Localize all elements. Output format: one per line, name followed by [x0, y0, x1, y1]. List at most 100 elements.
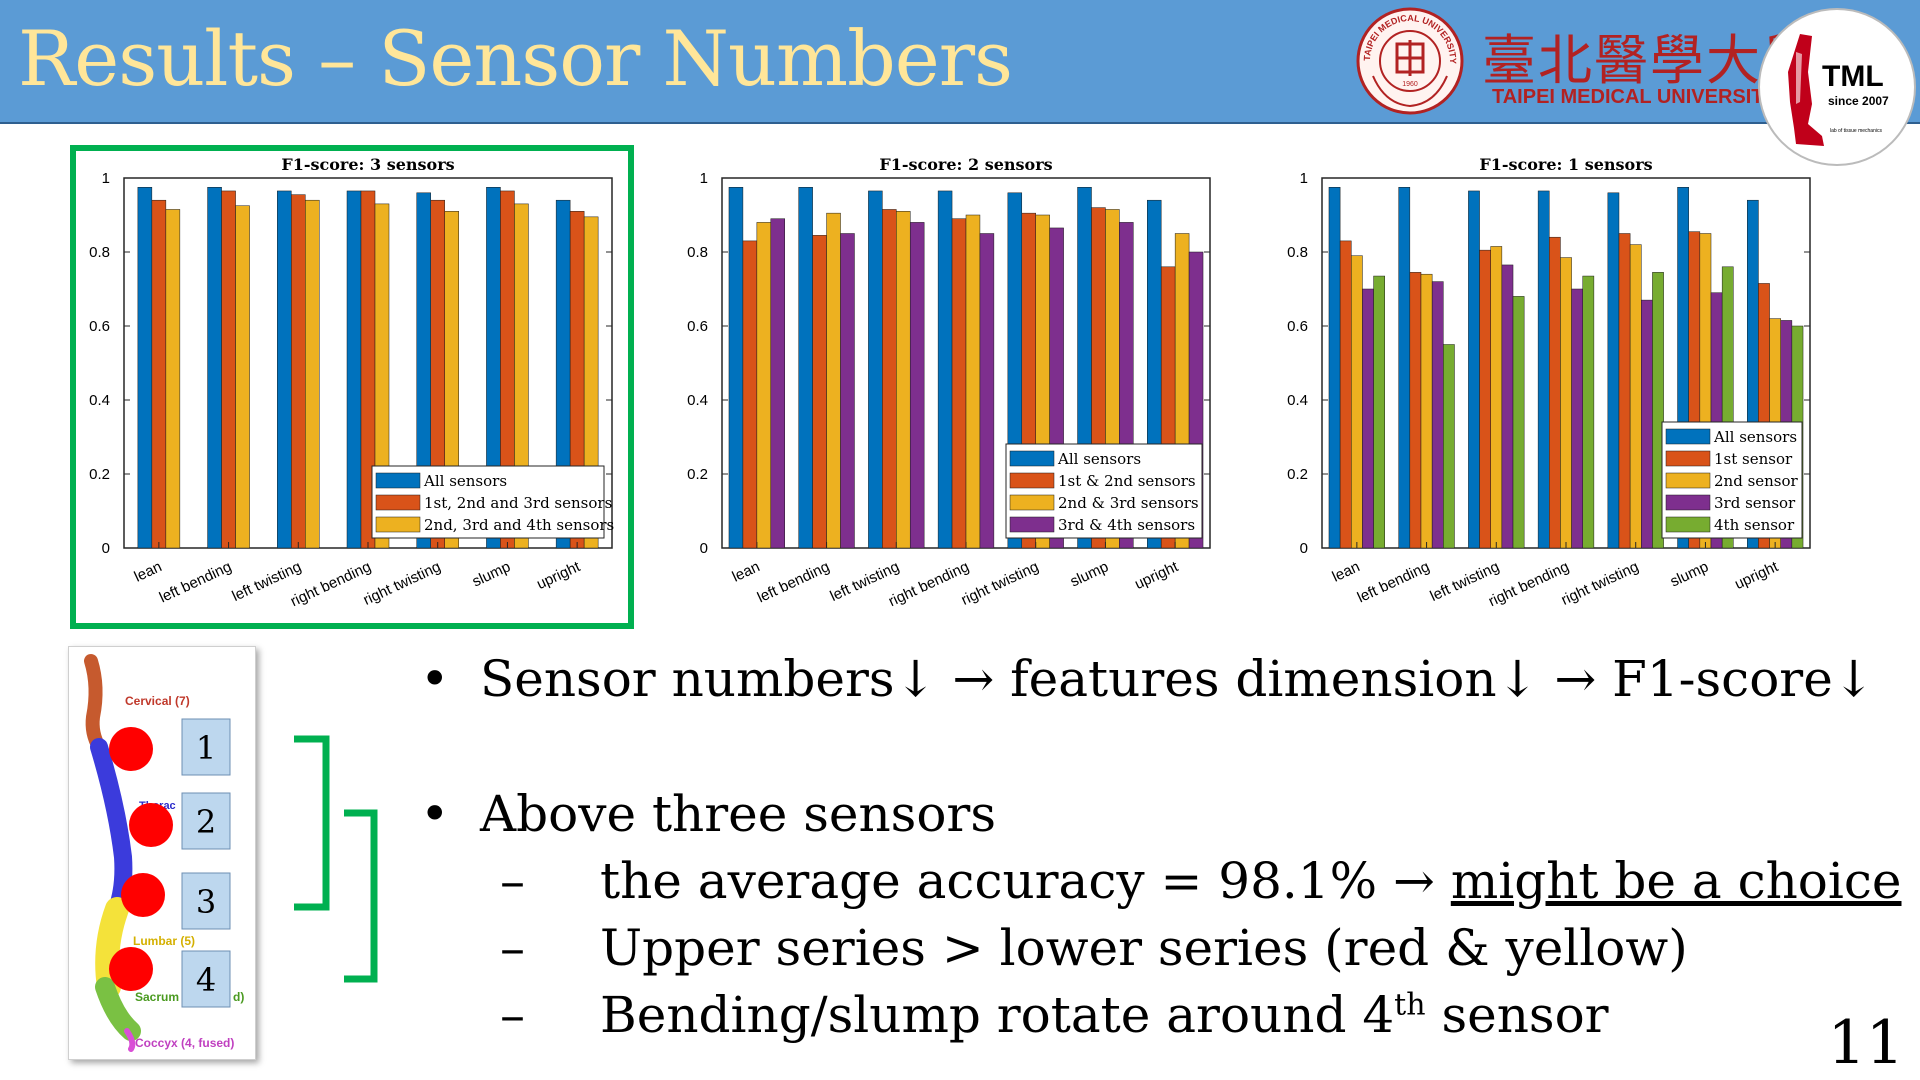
bar	[1501, 264, 1514, 549]
green-brackets	[294, 735, 378, 983]
slide-title: Results – Sensor Numbers	[18, 14, 1013, 103]
sub-bullet-upper-series: – Upper series > lower series (red & yell…	[500, 919, 1688, 977]
x-tick-label: upright	[1732, 558, 1782, 593]
legend-swatch	[1009, 516, 1055, 533]
chart-3-sensors: F1-score: 3 sensors00.20.40.60.81leanlef…	[89, 155, 614, 610]
chart-2-sensors: F1-score: 2 sensors 0 0.2 0.4 0.6 0.8 1 leanlef…	[687, 155, 1211, 610]
bar	[812, 235, 827, 549]
legend-entry: 2nd, 3rd and 4th sensors	[424, 516, 614, 534]
x-tick-label: lean	[1330, 558, 1363, 585]
y-tick-label: 0	[1300, 540, 1308, 557]
spine-label-sacrum-tail: d)	[233, 990, 244, 1004]
bar	[951, 218, 967, 549]
bar	[937, 190, 953, 549]
y-tick-label: 0.2	[1287, 466, 1308, 483]
bar	[165, 209, 181, 549]
sensor-box-3	[181, 872, 231, 930]
bar	[1549, 236, 1561, 549]
sensor-number-3: 3	[196, 883, 216, 921]
sensor-box-2	[181, 792, 231, 850]
legend-entry: 1st & 2nd sensors	[1058, 472, 1196, 490]
bar	[1362, 288, 1374, 549]
y-tick-label: 0.8	[687, 244, 708, 261]
legend-swatch	[1665, 494, 1711, 511]
bullet-glyph: •	[420, 650, 450, 708]
bullet-glyph: •	[420, 785, 450, 843]
bullet-sensor-numbers: • Sensor numbers↓ → features dimension↓ →…	[420, 650, 1875, 708]
x-tick-label: left bending	[1355, 558, 1432, 606]
y-tick-label: 0	[102, 540, 110, 557]
sub-bullet-text: Bending/slump rotate around 4	[600, 986, 1395, 1044]
bar	[979, 233, 995, 549]
x-tick-label: slump	[1668, 558, 1711, 590]
legend-entry: 2nd & 3rd sensors	[1058, 494, 1199, 512]
bar	[1629, 244, 1642, 549]
bullet-text: Sensor numbers↓ → features dimension↓ → …	[480, 650, 1875, 708]
y-tick-label: 1	[1300, 170, 1308, 187]
sub-bullet-text: Upper series > lower series (red & yello…	[600, 919, 1688, 977]
legend-swatch	[375, 472, 421, 489]
bar	[882, 209, 897, 549]
y-tick-label: 0.6	[1287, 318, 1308, 335]
legend-swatch	[1665, 428, 1711, 445]
bar	[840, 233, 855, 549]
sub-bullet-text: the average accuracy = 98.1% →	[600, 852, 1451, 910]
bar	[444, 211, 459, 549]
bar	[1409, 272, 1422, 549]
bar	[728, 187, 744, 549]
legend-entry: All sensors	[1057, 450, 1141, 468]
sensor-dot-4	[109, 947, 153, 991]
bar	[756, 222, 772, 549]
underlined-text: might be a choice	[1450, 852, 1902, 910]
bar	[1607, 192, 1620, 549]
sensor-dot-1	[109, 727, 153, 771]
bar	[1652, 272, 1664, 549]
bar	[1339, 240, 1352, 549]
bar	[896, 211, 911, 549]
chart-title: F1-score: 2 sensors	[879, 155, 1052, 174]
spine-label-lumbar: Lumbar (5)	[133, 934, 195, 948]
bar	[305, 199, 320, 549]
sensor-box-1	[181, 718, 231, 776]
y-tick-label: 0.4	[687, 392, 708, 409]
tml-logo-title: TML	[1822, 60, 1884, 93]
spine-label-sacrum: Sacrum	[135, 990, 179, 1004]
bullet-above-three: • Above three sensors	[420, 785, 996, 843]
sensor-dot-3	[121, 873, 165, 917]
legend-entry: 1st, 2nd and 3rd sensors	[424, 494, 612, 512]
sensor-number-2: 2	[196, 803, 216, 841]
bar	[1721, 266, 1734, 549]
y-tick-label: 0.6	[89, 318, 110, 335]
sub-bullet-text-end: sensor	[1425, 986, 1609, 1044]
bar	[235, 205, 250, 549]
bar	[742, 240, 758, 549]
bar	[374, 203, 390, 549]
y-tick-label: 1	[700, 170, 708, 187]
sub-bullet-accuracy: – the average accuracy = 98.1% → might be…	[500, 852, 1902, 910]
legend-entry: 3rd sensor	[1714, 494, 1796, 512]
spine-label-coccyx: Coccyx (4, fused)	[135, 1036, 234, 1050]
seal-year: 1960	[1402, 81, 1418, 88]
x-tick-label: right bending	[1486, 558, 1572, 610]
sub-bullet-rotate: – Bending/slump rotate around 4th sensor	[500, 986, 1609, 1044]
legend-entry: All sensors	[1713, 428, 1797, 446]
bar	[583, 216, 599, 549]
chart-title: F1-score: 1 sensors	[1479, 155, 1652, 174]
legend-entry: 4th sensor	[1714, 516, 1795, 534]
bar	[1490, 246, 1503, 549]
y-tick-label: 0.4	[89, 392, 110, 409]
superscript: th	[1394, 987, 1426, 1023]
legend-swatch	[1665, 516, 1711, 533]
legend-entry: 1st sensor	[1714, 450, 1793, 468]
bar	[965, 214, 981, 549]
bar	[1443, 344, 1455, 549]
spine-illustration: Cervical (7) Thorac Lumbar (5) Sacrum d)…	[68, 646, 256, 1060]
bar	[1351, 255, 1363, 549]
legend-swatch	[1665, 472, 1711, 489]
university-seal-icon: TAIPEI MEDICAL UNIVERSITY 1960	[1356, 7, 1464, 115]
legend-entry: 2nd sensor	[1714, 472, 1799, 490]
chart-title: F1-score: 3 sensors	[281, 155, 454, 174]
bar	[1479, 249, 1491, 549]
x-tick-label: right bending	[886, 558, 972, 610]
legend-swatch	[1009, 472, 1055, 489]
